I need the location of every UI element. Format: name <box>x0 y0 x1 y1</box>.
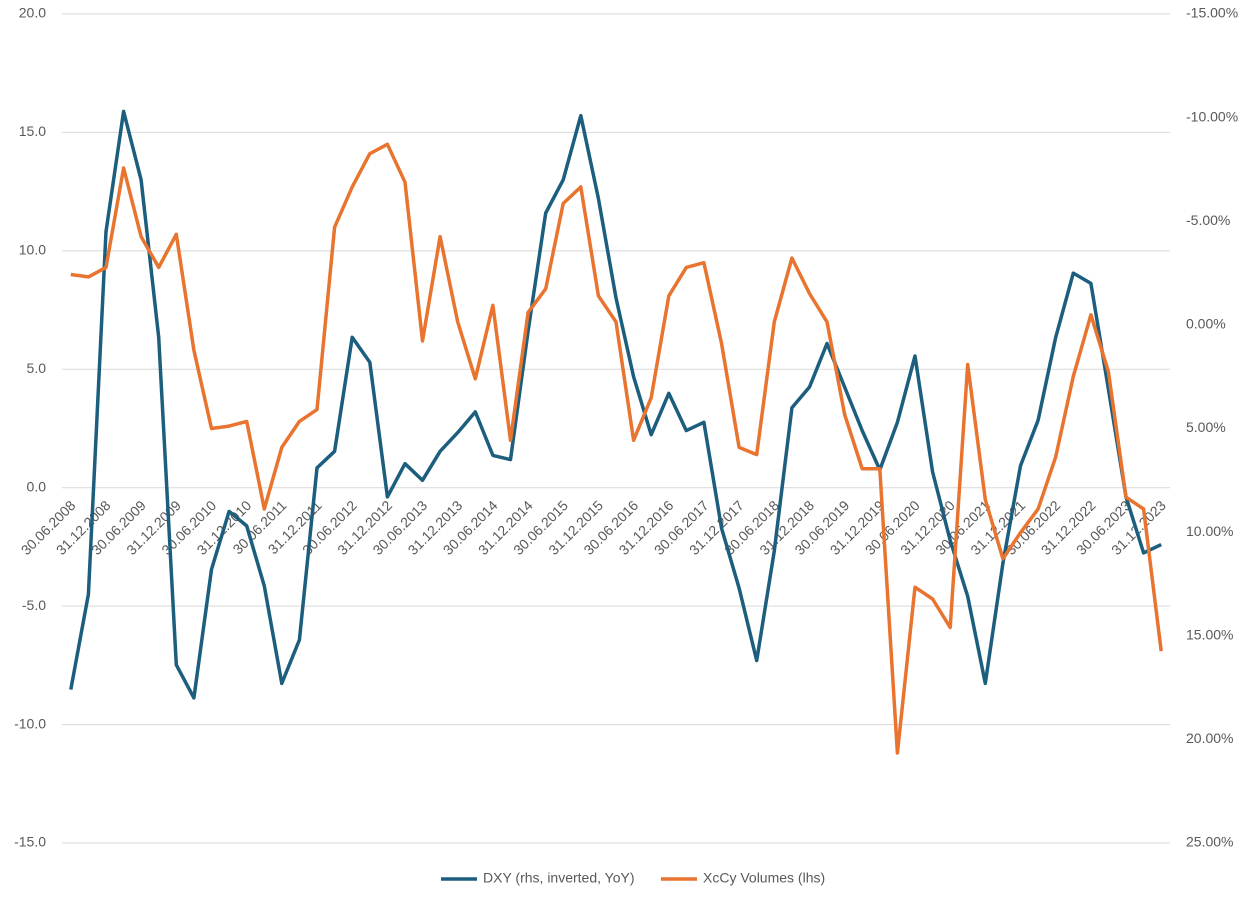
y-tick-label: -15.0 <box>14 834 46 850</box>
y2-tick-label: 15.00% <box>1186 626 1233 642</box>
y2-tick-label: 0.00% <box>1186 316 1226 332</box>
legend-label: DXY (rhs, inverted, YoY) <box>483 870 634 886</box>
y2-tick-label: -5.00% <box>1186 212 1230 228</box>
y-tick-label: 5.0 <box>27 360 47 376</box>
y2-tick-label: -15.00% <box>1186 5 1238 21</box>
y-tick-label: 15.0 <box>19 123 46 139</box>
y-tick-label: 0.0 <box>27 478 47 494</box>
y-tick-label: -10.0 <box>14 715 46 731</box>
y2-tick-label: 5.00% <box>1186 419 1226 435</box>
y2-tick-label: 25.00% <box>1186 834 1233 850</box>
y-tick-label: 10.0 <box>19 242 46 258</box>
y2-tick-label: 20.00% <box>1186 730 1233 746</box>
y-tick-label: 20.0 <box>19 5 46 21</box>
series-line <box>69 109 1162 700</box>
y2-tick-label: 10.00% <box>1186 523 1233 539</box>
y2-tick-label: -10.00% <box>1186 108 1238 124</box>
legend-label: XcCy Volumes (lhs) <box>703 870 825 886</box>
legend-item: XcCy Volumes (lhs) <box>661 870 825 886</box>
series-line <box>70 142 1163 755</box>
y-tick-label: -5.0 <box>22 597 46 613</box>
legend-item: DXY (rhs, inverted, YoY) <box>441 870 634 886</box>
